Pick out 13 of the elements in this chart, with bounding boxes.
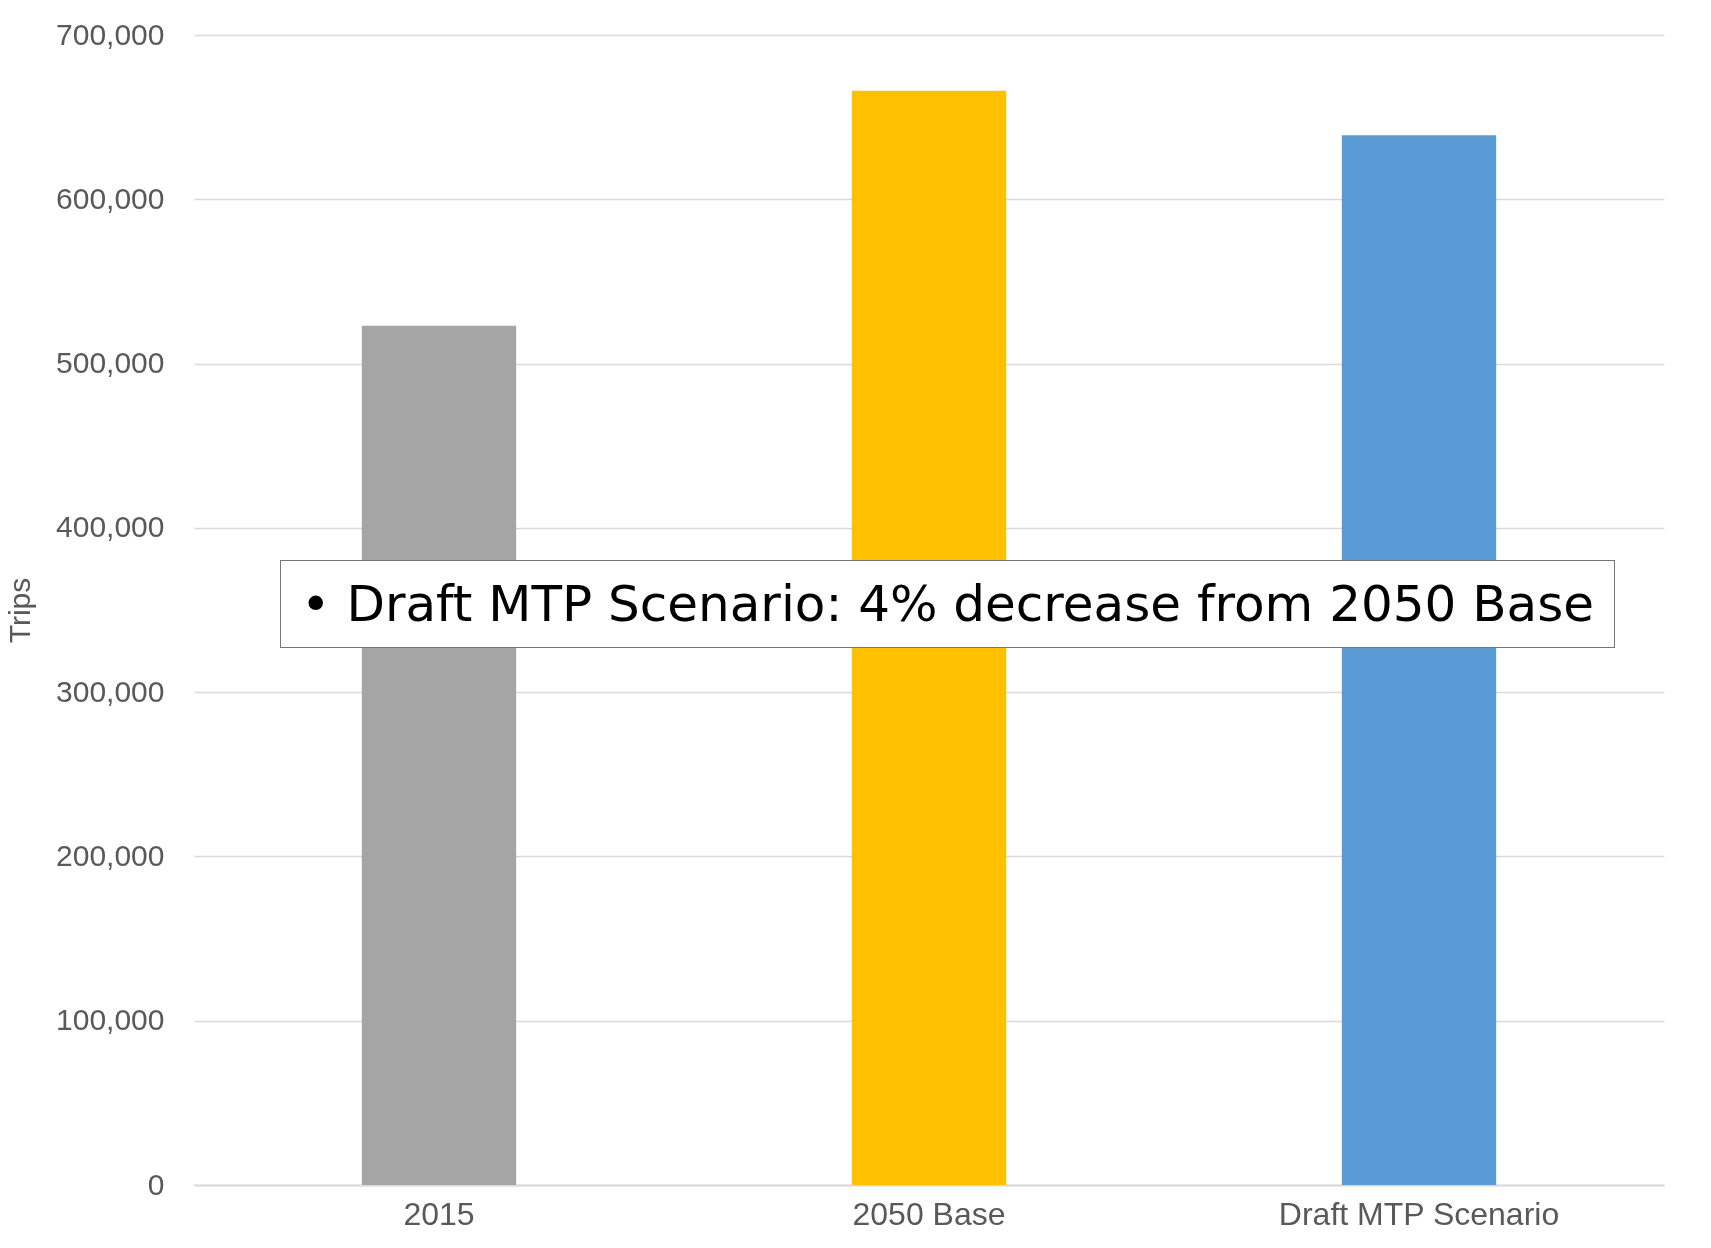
y-tick-label: 600,000 xyxy=(56,181,165,215)
y-tick-label: 300,000 xyxy=(56,674,165,708)
y-tick-label: 200,000 xyxy=(56,838,165,872)
x-tick-label: 2050 Base xyxy=(852,1195,1006,1232)
y-tick-label: 700,000 xyxy=(56,17,165,51)
y-tick-label: 0 xyxy=(147,1167,165,1201)
y-axis-title: Trips xyxy=(3,577,37,644)
y-tick-label: 100,000 xyxy=(56,1003,165,1037)
x-tick-label: 2015 xyxy=(403,1195,475,1232)
annotation: • Draft MTP Scenario: 4% decrease from 2050 Base xyxy=(301,575,1595,633)
y-tick-label: 400,000 xyxy=(56,510,165,544)
x-tick-label: Draft MTP Scenario xyxy=(1278,1195,1560,1232)
y-tick-label: 500,000 xyxy=(56,346,165,380)
